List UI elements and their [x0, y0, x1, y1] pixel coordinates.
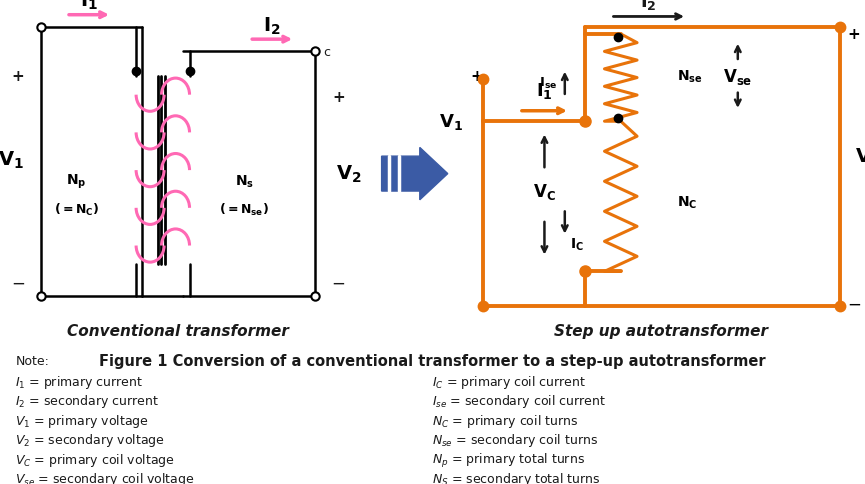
Text: $I_C$ = primary coil current: $I_C$ = primary coil current	[432, 373, 586, 390]
Text: $N_{se}$ = secondary coil turns: $N_{se}$ = secondary coil turns	[432, 431, 599, 448]
Text: $-$: $-$	[331, 273, 345, 291]
Text: $\mathbf{N_{se}}$: $\mathbf{N_{se}}$	[676, 68, 702, 85]
Text: $N_S$ = secondary total turns: $N_S$ = secondary total turns	[432, 470, 601, 484]
Text: $\mathbf{N_s}$: $\mathbf{N_s}$	[234, 173, 253, 189]
Text: $-$: $-$	[10, 273, 25, 291]
Text: $\mathbf{( =N_{se})}$: $\mathbf{( =N_{se})}$	[220, 201, 269, 217]
Text: $N_C$ = primary coil turns: $N_C$ = primary coil turns	[432, 412, 579, 429]
Text: $\mathbf{I_{se}}$: $\mathbf{I_{se}}$	[539, 76, 557, 91]
Text: $\mathbf{( =N_C)}$: $\mathbf{( =N_C)}$	[54, 201, 99, 217]
Text: $\mathbf{N_C}$: $\mathbf{N_C}$	[676, 194, 697, 211]
Text: $\mathbf{I_C}$: $\mathbf{I_C}$	[570, 236, 584, 252]
Text: $I_{se}$ = secondary coil current: $I_{se}$ = secondary coil current	[432, 393, 606, 409]
Text: Figure 1 Conversion of a conventional transformer to a step-up autotransformer: Figure 1 Conversion of a conventional tr…	[99, 354, 766, 369]
Text: Step up autotransformer: Step up autotransformer	[554, 324, 768, 338]
Text: $V_C$ = primary coil voltage: $V_C$ = primary coil voltage	[16, 451, 176, 468]
Text: +: +	[847, 28, 860, 42]
Text: $I_2$ = secondary current: $I_2$ = secondary current	[16, 393, 159, 409]
Text: $V_1$ = primary voltage: $V_1$ = primary voltage	[16, 412, 149, 429]
Text: $N_p$ = primary total turns: $N_p$ = primary total turns	[432, 451, 586, 469]
Text: $\mathbf{N_p}$: $\mathbf{N_p}$	[66, 172, 86, 190]
Text: +: +	[11, 69, 24, 84]
Text: $\mathbf{V_2}$: $\mathbf{V_2}$	[336, 164, 362, 185]
Text: $\mathbf{V_1}$: $\mathbf{V_1}$	[0, 150, 24, 171]
FancyArrow shape	[381, 148, 448, 200]
Text: $\mathbf{I_2}$: $\mathbf{I_2}$	[640, 0, 657, 12]
Text: $I_1$ = primary current: $I_1$ = primary current	[16, 373, 144, 390]
Text: +: +	[471, 69, 484, 84]
Text: +: +	[332, 90, 345, 105]
Text: $\mathbf{I_1}$: $\mathbf{I_1}$	[80, 0, 98, 13]
Text: $-$: $-$	[847, 294, 862, 312]
Text: Conventional transformer: Conventional transformer	[67, 324, 289, 338]
Text: $V_{se}$ = secondary coil voltage: $V_{se}$ = secondary coil voltage	[16, 470, 195, 484]
Text: Note:: Note:	[16, 354, 49, 367]
Text: $V_2$ = secondary voltage: $V_2$ = secondary voltage	[16, 431, 165, 448]
Text: $\mathbf{V_1}$: $\mathbf{V_1}$	[439, 112, 463, 132]
Text: $\mathbf{V_{se}}$: $\mathbf{V_{se}}$	[723, 67, 753, 87]
Text: $\mathbf{V_2}$: $\mathbf{V_2}$	[855, 146, 865, 167]
Text: $\mathbf{I_2}$: $\mathbf{I_2}$	[263, 15, 281, 37]
Text: c: c	[324, 46, 330, 59]
Text: $\mathbf{I_1}$: $\mathbf{I_1}$	[536, 81, 553, 101]
Text: $\mathbf{V_C}$: $\mathbf{V_C}$	[533, 182, 556, 202]
